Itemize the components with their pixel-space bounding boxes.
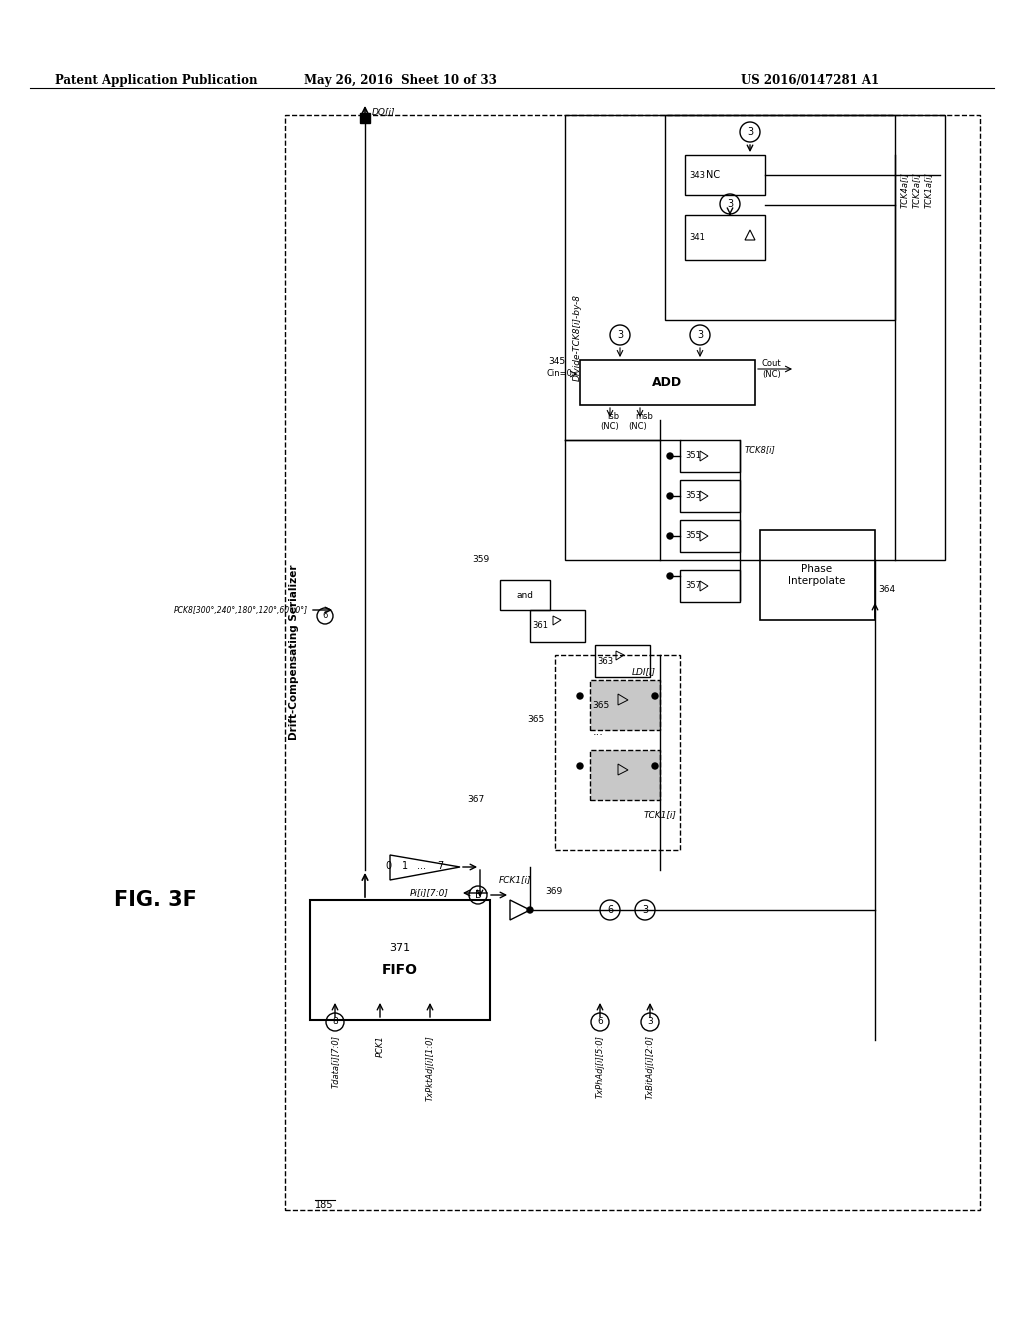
Text: 6: 6 — [607, 906, 613, 915]
Bar — [680, 440, 740, 473]
Text: Divide-TCK8[i]-by-8: Divide-TCK8[i]-by-8 — [572, 294, 582, 381]
Text: 353: 353 — [685, 491, 701, 500]
Text: Cout: Cout — [762, 359, 781, 368]
Text: FIFO: FIFO — [382, 964, 418, 977]
Text: Drift-Compensating Serializer: Drift-Compensating Serializer — [289, 565, 299, 741]
Text: 369: 369 — [545, 887, 562, 896]
Text: TCK4a[i]: TCK4a[i] — [900, 172, 909, 209]
Bar — [680, 480, 740, 512]
Text: LDI[i]: LDI[i] — [632, 668, 656, 676]
Text: 6: 6 — [597, 1018, 603, 1027]
Text: Patent Application Publication: Patent Application Publication — [55, 74, 257, 87]
Text: 3: 3 — [697, 330, 703, 341]
Text: ADD: ADD — [652, 376, 682, 389]
Text: 6: 6 — [323, 611, 328, 620]
Text: TCK2a[i]: TCK2a[i] — [912, 172, 921, 209]
Text: 3: 3 — [642, 906, 648, 915]
Bar — [555, 655, 680, 850]
Circle shape — [577, 763, 583, 770]
Text: TCK8[i]: TCK8[i] — [745, 446, 776, 454]
Text: US 2016/0147281 A1: US 2016/0147281 A1 — [741, 74, 879, 87]
Bar — [665, 115, 895, 319]
Text: (NC): (NC) — [762, 370, 780, 379]
Text: 341: 341 — [689, 234, 705, 242]
Text: Tdata[i][7:0]: Tdata[i][7:0] — [331, 1035, 340, 1088]
Text: TCK1[i]: TCK1[i] — [643, 810, 677, 818]
Text: PCK8[300°,240°,180°,120°,60°,0°]: PCK8[300°,240°,180°,120°,60°,0°] — [174, 606, 308, 615]
Text: 363: 363 — [597, 656, 613, 665]
Bar — [590, 750, 660, 800]
Bar — [500, 579, 550, 610]
Text: TxPhAdj[i][5:0]: TxPhAdj[i][5:0] — [596, 1035, 604, 1098]
Text: May 26, 2016  Sheet 10 of 33: May 26, 2016 Sheet 10 of 33 — [303, 74, 497, 87]
Circle shape — [577, 693, 583, 700]
Text: 343: 343 — [689, 170, 705, 180]
Text: 3: 3 — [616, 330, 623, 341]
Text: PCK1: PCK1 — [376, 1035, 384, 1057]
Text: and: and — [516, 590, 534, 599]
Text: 359: 359 — [473, 556, 490, 565]
Text: (NC): (NC) — [600, 422, 618, 432]
Text: 7: 7 — [437, 861, 443, 871]
Text: DQ[i]: DQ[i] — [372, 107, 395, 116]
Text: 371: 371 — [389, 942, 411, 953]
Text: 365: 365 — [592, 701, 609, 710]
Text: 365: 365 — [527, 715, 545, 725]
Bar — [310, 900, 490, 1020]
Text: lsb: lsb — [607, 412, 620, 421]
Text: Phase
Interpolate: Phase Interpolate — [788, 564, 846, 586]
Bar — [285, 115, 980, 1210]
Text: 8: 8 — [332, 1018, 338, 1027]
Text: 357: 357 — [685, 582, 701, 590]
Text: 361: 361 — [532, 622, 548, 631]
Text: NC: NC — [706, 170, 720, 180]
Text: 367: 367 — [468, 796, 485, 804]
Bar — [580, 360, 755, 405]
Circle shape — [652, 763, 658, 770]
Text: ...: ... — [418, 861, 427, 871]
Bar — [680, 520, 740, 552]
Text: 1: 1 — [402, 861, 408, 871]
Text: 0: 0 — [385, 861, 391, 871]
Text: 351: 351 — [685, 451, 700, 461]
Bar — [530, 610, 585, 642]
Text: TxBitAdj[i][2:0]: TxBitAdj[i][2:0] — [645, 1035, 654, 1100]
Text: ...: ... — [593, 727, 603, 737]
Bar — [360, 114, 370, 123]
Bar — [680, 570, 740, 602]
Text: 3: 3 — [647, 1018, 653, 1027]
Circle shape — [652, 693, 658, 700]
Text: TxPktAdj[i][1:0]: TxPktAdj[i][1:0] — [426, 1035, 434, 1101]
Text: FIG. 3F: FIG. 3F — [114, 890, 197, 909]
Circle shape — [667, 533, 673, 539]
Text: Cin=0: Cin=0 — [546, 370, 572, 379]
Text: FCK1[i]: FCK1[i] — [499, 875, 531, 884]
Polygon shape — [618, 694, 628, 705]
Polygon shape — [618, 764, 628, 775]
Circle shape — [667, 492, 673, 499]
Text: 3: 3 — [727, 199, 733, 209]
Text: 355: 355 — [685, 532, 700, 540]
Bar — [565, 115, 945, 560]
Bar — [685, 215, 765, 260]
Circle shape — [667, 453, 673, 459]
Circle shape — [667, 573, 673, 579]
Text: Pi[i][7:0]: Pi[i][7:0] — [410, 888, 449, 898]
Text: 364: 364 — [878, 586, 895, 594]
Bar — [685, 154, 765, 195]
Bar — [590, 680, 660, 730]
Text: B: B — [475, 890, 481, 900]
Bar — [760, 531, 874, 620]
Text: TCK1a[i]: TCK1a[i] — [924, 172, 933, 209]
Text: 185: 185 — [315, 1200, 334, 1210]
Text: (NC): (NC) — [628, 422, 647, 432]
Text: 3: 3 — [746, 127, 753, 137]
Circle shape — [527, 907, 534, 913]
Text: 345: 345 — [548, 356, 565, 366]
Text: msb: msb — [635, 412, 653, 421]
Bar — [595, 645, 650, 677]
